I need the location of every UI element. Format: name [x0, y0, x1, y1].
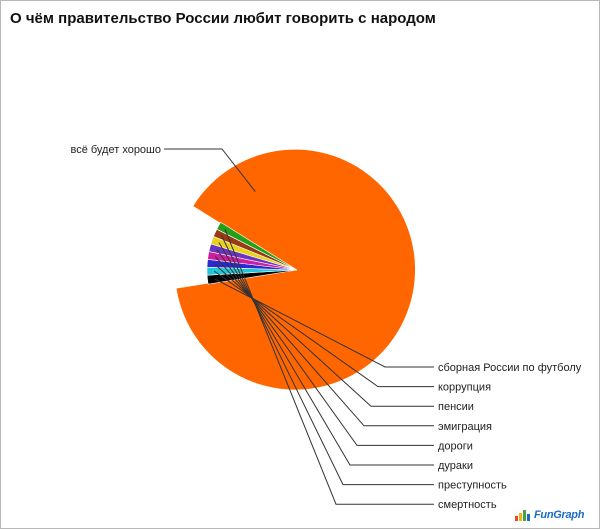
slice-label-7: преступность — [438, 480, 507, 492]
leader-line-2 — [213, 270, 434, 388]
slice-label-5: дороги — [438, 440, 473, 452]
logo-bars-icon — [515, 509, 531, 521]
leader-line-1 — [214, 278, 434, 368]
slice-label-2: коррупция — [438, 382, 491, 394]
slice-label-0: всё будет хорошо — [70, 144, 161, 156]
leader-line-6 — [218, 242, 434, 466]
slice-label-4: эмиграция — [438, 421, 492, 433]
slice-label-3: пенсии — [438, 401, 474, 413]
leader-line-3 — [214, 263, 434, 407]
leader-line-0 — [164, 148, 256, 192]
pie-slice-8 — [216, 221, 298, 271]
fungraph-logo: FunGraph — [515, 507, 589, 523]
leader-line-4 — [214, 256, 434, 427]
slice-label-8: смертность — [438, 499, 497, 511]
leader-line-7 — [221, 235, 434, 486]
leader-line-8 — [224, 229, 434, 505]
slice-label-6: дураки — [438, 460, 473, 472]
logo-text: FunGraph — [534, 509, 585, 521]
chart-title: О чём правительство России любит говорит… — [10, 10, 436, 27]
leader-line-5 — [216, 249, 434, 446]
slice-label-1: сборная России по футболу — [438, 362, 582, 374]
